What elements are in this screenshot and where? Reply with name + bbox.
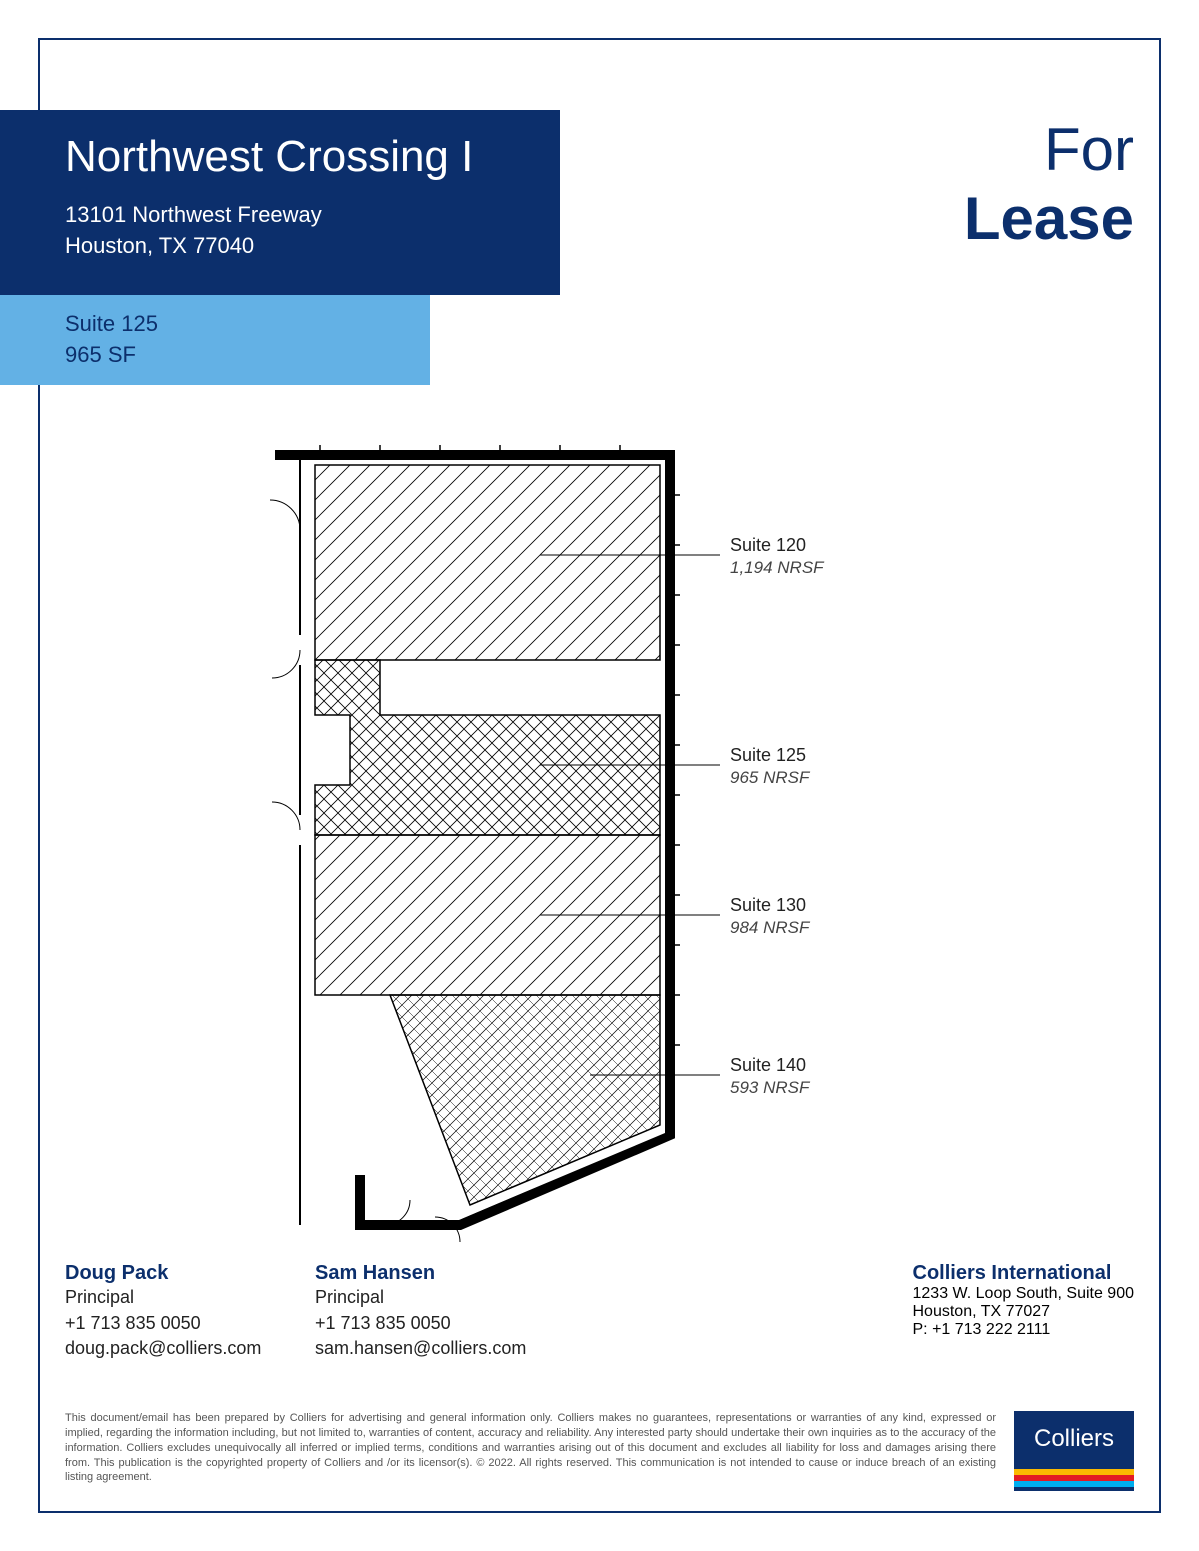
disclaimer-text: This document/email has been prepared by… (65, 1411, 996, 1485)
company-phone: P: +1 713 222 2111 (913, 1321, 1135, 1339)
contact-1: Doug Pack Principal +1 713 835 0050 doug… (65, 1262, 315, 1361)
contact-2: Sam Hansen Principal +1 713 835 0050 sam… (315, 1262, 565, 1361)
footer-row: This document/email has been prepared by… (65, 1411, 1134, 1491)
suite-label: Suite 130 (730, 895, 809, 916)
suite-label: Suite 125 (730, 745, 809, 766)
suite-label: Suite 140 (730, 1055, 809, 1076)
callout-suite-130: Suite 130 984 NRSF (730, 895, 809, 938)
contact-name: Sam Hansen (315, 1262, 565, 1285)
header-block: Northwest Crossing I 13101 Northwest Fre… (0, 110, 560, 295)
contact-name: Doug Pack (65, 1262, 315, 1285)
callout-suite-120: Suite 120 1,194 NRSF (730, 535, 824, 578)
lease-text: Lease (964, 184, 1134, 253)
suite-area: 965 NRSF (730, 768, 809, 788)
property-address-1: 13101 Northwest Freeway (65, 200, 560, 231)
floorplan: Suite 120 1,194 NRSF Suite 125 965 NRSF … (240, 435, 940, 1255)
logo-text: Colliers (1014, 1411, 1134, 1453)
contact-email: sam.hansen@colliers.com (315, 1336, 565, 1361)
suite-area: 1,194 NRSF (730, 558, 824, 578)
contact-phone: +1 713 835 0050 (315, 1311, 565, 1336)
suite-area: 984 NRSF (730, 918, 809, 938)
logo-stripe-cyan (1014, 1481, 1134, 1487)
company-addr2: Houston, TX 77027 (913, 1303, 1135, 1321)
contact-email: doug.pack@colliers.com (65, 1336, 315, 1361)
company-addr1: 1233 W. Loop South, Suite 900 (913, 1285, 1135, 1303)
contact-phone: +1 713 835 0050 (65, 1311, 315, 1336)
property-name: Northwest Crossing I (65, 132, 560, 182)
suite-area: 593 NRSF (730, 1078, 809, 1098)
floorplan-svg (240, 435, 940, 1255)
company-name: Colliers International (913, 1262, 1135, 1285)
contact-title: Principal (315, 1285, 565, 1310)
callout-suite-140: Suite 140 593 NRSF (730, 1055, 809, 1098)
contact-title: Principal (65, 1285, 315, 1310)
callout-suite-125: Suite 125 965 NRSF (730, 745, 809, 788)
contacts-row: Doug Pack Principal +1 713 835 0050 doug… (65, 1262, 1134, 1361)
colliers-logo: Colliers (1014, 1411, 1134, 1491)
suite-banner: Suite 125 965 SF (0, 295, 430, 385)
suite-label: Suite 120 (730, 535, 824, 556)
for-text: For (964, 115, 1134, 184)
company-block: Colliers International 1233 W. Loop Sout… (913, 1262, 1135, 1361)
for-lease-label: For Lease (964, 115, 1134, 253)
property-address-2: Houston, TX 77040 (65, 231, 560, 262)
suite-banner-line1: Suite 125 (65, 309, 430, 340)
suite-banner-line2: 965 SF (65, 340, 430, 371)
